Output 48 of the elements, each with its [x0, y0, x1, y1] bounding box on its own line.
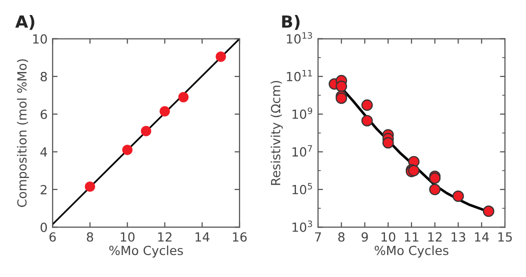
- y-tick-label: 10$^{5}$: [292, 182, 312, 194]
- y-tick-label: 2: [40, 184, 46, 194]
- x-tick-label: 9: [362, 232, 368, 242]
- point: [178, 92, 189, 102]
- x-tick-label: 11: [404, 232, 418, 242]
- x-tick-label: 6: [49, 232, 56, 242]
- y-tick-label: 10$^{3}$: [292, 220, 312, 232]
- x-axis-title: %Mo Cycles: [109, 245, 183, 258]
- point: [336, 80, 348, 92]
- y-tick-label: 0: [40, 222, 47, 232]
- x-tick-label: 7: [315, 232, 321, 242]
- point: [216, 52, 226, 62]
- x-tick-label: 13: [452, 232, 466, 242]
- y-tick-label: 4: [40, 147, 48, 157]
- x-axis-title: %Mo Cycles: [374, 245, 448, 258]
- x-tick-label: 12: [158, 232, 172, 242]
- x-tick-label: 10: [120, 232, 134, 242]
- point: [452, 190, 464, 202]
- y-tick-label: 8: [40, 72, 47, 82]
- y-tick-label: 6: [40, 110, 47, 120]
- y-axis-title: Composition (mol %Mo): [16, 59, 30, 207]
- x-tick-label: 14: [475, 232, 489, 242]
- y-tick-label: 10$^{9}$: [292, 108, 312, 119]
- chart-title: B): [282, 15, 300, 30]
- x-tick-label: 8: [86, 232, 94, 242]
- point: [361, 114, 373, 126]
- y-tick-label: 10$^{7}$: [292, 145, 312, 157]
- point: [122, 144, 133, 156]
- chart-title: A): [15, 15, 34, 30]
- x-tick-label: 12: [428, 232, 442, 242]
- x-tick-label: 15: [498, 232, 512, 242]
- x-tick-label: 8: [338, 232, 345, 242]
- point: [160, 106, 170, 116]
- point: [482, 206, 494, 217]
- point: [361, 99, 373, 111]
- point: [408, 164, 420, 176]
- x-tick-label: 14: [196, 232, 210, 242]
- point: [336, 92, 348, 104]
- point: [429, 184, 441, 196]
- x-tick-label: 16: [232, 232, 247, 242]
- y-tick-label: 10: [33, 34, 47, 44]
- y-axis-title: Resistivity (Ωcm): [270, 80, 283, 185]
- y-tick-label: 10$^{11}$: [286, 70, 312, 82]
- y-tick-label: 10$^{13}$: [286, 32, 312, 44]
- x-tick-label: 10: [382, 232, 396, 242]
- point: [382, 137, 394, 149]
- point: [140, 126, 152, 136]
- point: [84, 181, 96, 192]
